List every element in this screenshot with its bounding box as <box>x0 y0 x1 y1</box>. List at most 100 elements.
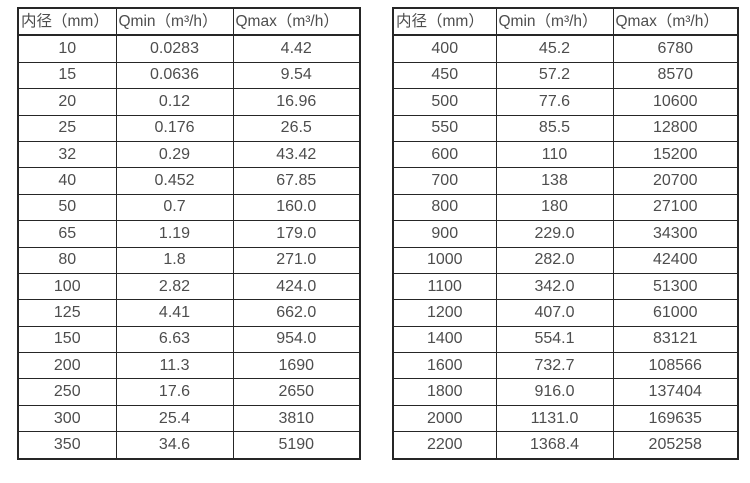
cell: 40 <box>17 167 117 195</box>
cell: 26.5 <box>232 114 361 142</box>
cell: 0.0636 <box>115 61 234 90</box>
cell: 400 <box>392 34 497 63</box>
cell: 80 <box>17 246 117 274</box>
spec-table-left: 内径（mm） Qmin（m³/h） Qmax（m³/h） 10 0.0283 4.42 15… <box>17 7 361 460</box>
cell: 15200 <box>612 140 739 169</box>
table-row: 150 6.63 954.0 <box>17 325 361 354</box>
cell: 138 <box>495 167 614 195</box>
table-row: 2200 1368.4 205258 <box>392 431 739 460</box>
cell: 0.452 <box>115 167 234 195</box>
cell: 20 <box>17 88 117 116</box>
cell: 0.29 <box>115 140 234 169</box>
cell: 150 <box>17 325 117 354</box>
spec-table-right: 内径（mm） Qmin（m³/h） Qmax（m³/h） 400 45.2 6780 450… <box>392 7 739 460</box>
cell: 32 <box>17 140 117 169</box>
header-cell: Qmax（m³/h） <box>232 7 361 37</box>
cell: 34.6 <box>115 431 234 460</box>
cell: 8570 <box>612 61 739 90</box>
table-row: 200 11.3 1690 <box>17 352 361 380</box>
cell: 1800 <box>392 378 497 406</box>
cell: 229.0 <box>495 220 614 248</box>
cell: 85.5 <box>495 114 614 142</box>
cell: 205258 <box>612 431 739 460</box>
cell: 11.3 <box>115 352 234 380</box>
cell: 424.0 <box>232 272 361 301</box>
header-row: 内径（mm） Qmin（m³/h） Qmax（m³/h） <box>392 7 739 37</box>
cell: 125 <box>17 299 117 327</box>
cell: 1000 <box>392 246 497 274</box>
cell: 1100 <box>392 272 497 301</box>
cell: 1131.0 <box>495 404 614 433</box>
cell: 0.176 <box>115 114 234 142</box>
table-row: 125 4.41 662.0 <box>17 299 361 327</box>
header-cell: 内径（mm） <box>392 7 497 37</box>
cell: 57.2 <box>495 61 614 90</box>
table-row: 1400 554.1 83121 <box>392 325 739 354</box>
cell: 554.1 <box>495 325 614 354</box>
table-row: 900 229.0 34300 <box>392 220 739 248</box>
table-row: 2000 1131.0 169635 <box>392 404 739 433</box>
cell: 10600 <box>612 88 739 116</box>
cell: 50 <box>17 193 117 222</box>
table-row: 550 85.5 12800 <box>392 114 739 142</box>
cell: 67.85 <box>232 167 361 195</box>
cell: 954.0 <box>232 325 361 354</box>
cell: 110 <box>495 140 614 169</box>
cell: 10 <box>17 34 117 63</box>
cell: 16.96 <box>232 88 361 116</box>
cell: 350 <box>17 431 117 460</box>
cell: 4.42 <box>232 34 361 63</box>
cell: 43.42 <box>232 140 361 169</box>
cell: 407.0 <box>495 299 614 327</box>
cell: 450 <box>392 61 497 90</box>
cell: 662.0 <box>232 299 361 327</box>
cell: 180 <box>495 193 614 222</box>
table-row: 40 0.452 67.85 <box>17 167 361 195</box>
tables-container: 内径（mm） Qmin（m³/h） Qmax（m³/h） 10 0.0283 4.42 15… <box>17 7 750 460</box>
cell: 15 <box>17 61 117 90</box>
cell: 0.12 <box>115 88 234 116</box>
cell: 300 <box>17 404 117 433</box>
cell: 65 <box>17 220 117 248</box>
cell: 0.7 <box>115 193 234 222</box>
cell: 137404 <box>612 378 739 406</box>
cell: 27100 <box>612 193 739 222</box>
cell: 1690 <box>232 352 361 380</box>
cell: 282.0 <box>495 246 614 274</box>
table-row: 450 57.2 8570 <box>392 61 739 90</box>
cell: 20700 <box>612 167 739 195</box>
cell: 160.0 <box>232 193 361 222</box>
table-row: 65 1.19 179.0 <box>17 220 361 248</box>
table-row: 1600 732.7 108566 <box>392 352 739 380</box>
table-row: 600 110 15200 <box>392 140 739 169</box>
cell: 25.4 <box>115 404 234 433</box>
cell: 916.0 <box>495 378 614 406</box>
cell: 34300 <box>612 220 739 248</box>
table-row: 250 17.6 2650 <box>17 378 361 406</box>
cell: 6780 <box>612 34 739 63</box>
table-row: 700 138 20700 <box>392 167 739 195</box>
cell: 12800 <box>612 114 739 142</box>
cell: 2000 <box>392 404 497 433</box>
cell: 0.0283 <box>115 34 234 63</box>
cell: 1400 <box>392 325 497 354</box>
cell: 271.0 <box>232 246 361 274</box>
cell: 9.54 <box>232 61 361 90</box>
cell: 700 <box>392 167 497 195</box>
table-row: 1000 282.0 42400 <box>392 246 739 274</box>
table-row: 10 0.0283 4.42 <box>17 34 361 63</box>
cell: 51300 <box>612 272 739 301</box>
header-cell: Qmin（m³/h） <box>115 7 234 37</box>
table-row: 100 2.82 424.0 <box>17 272 361 301</box>
table-row: 32 0.29 43.42 <box>17 140 361 169</box>
cell: 42400 <box>612 246 739 274</box>
table-row: 1200 407.0 61000 <box>392 299 739 327</box>
cell: 25 <box>17 114 117 142</box>
cell: 1368.4 <box>495 431 614 460</box>
table-row: 25 0.176 26.5 <box>17 114 361 142</box>
cell: 1.8 <box>115 246 234 274</box>
cell: 77.6 <box>495 88 614 116</box>
cell: 500 <box>392 88 497 116</box>
cell: 45.2 <box>495 34 614 63</box>
cell: 2.82 <box>115 272 234 301</box>
